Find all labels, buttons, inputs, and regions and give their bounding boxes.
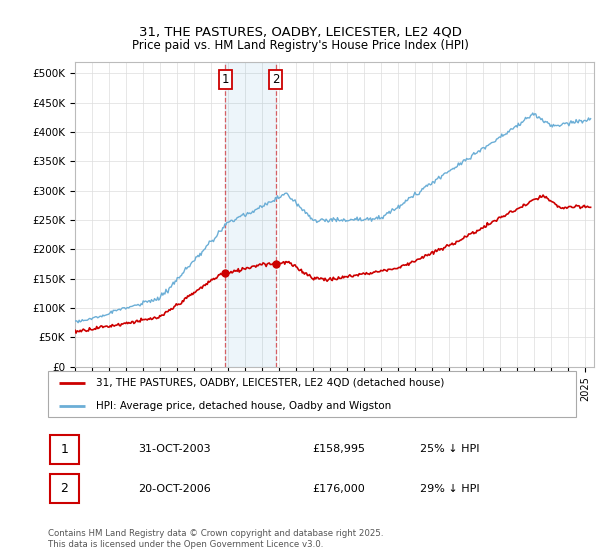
Text: 20-OCT-2006: 20-OCT-2006 (138, 484, 211, 493)
Text: 2: 2 (272, 73, 280, 86)
Text: 2: 2 (61, 482, 68, 495)
Text: £158,995: £158,995 (312, 445, 365, 454)
Bar (225, 62, 275, 367)
Text: Price paid vs. HM Land Registry's House Price Index (HPI): Price paid vs. HM Land Registry's House … (131, 39, 469, 52)
Text: 25% ↓ HPI: 25% ↓ HPI (420, 445, 479, 454)
Text: £176,000: £176,000 (312, 484, 365, 493)
Text: HPI: Average price, detached house, Oadby and Wigston: HPI: Average price, detached house, Oadb… (95, 401, 391, 410)
Text: 31, THE PASTURES, OADBY, LEICESTER, LE2 4QD (detached house): 31, THE PASTURES, OADBY, LEICESTER, LE2 … (95, 378, 444, 388)
Text: 1: 1 (221, 73, 229, 86)
Text: 31-OCT-2003: 31-OCT-2003 (138, 445, 211, 454)
Text: 1: 1 (61, 443, 68, 456)
Bar (50, 435, 79, 464)
Text: 29% ↓ HPI: 29% ↓ HPI (420, 484, 479, 493)
Text: Contains HM Land Registry data © Crown copyright and database right 2025.
This d: Contains HM Land Registry data © Crown c… (48, 529, 383, 549)
Text: 31, THE PASTURES, OADBY, LEICESTER, LE2 4QD: 31, THE PASTURES, OADBY, LEICESTER, LE2 … (139, 25, 461, 38)
Bar (50, 474, 79, 503)
